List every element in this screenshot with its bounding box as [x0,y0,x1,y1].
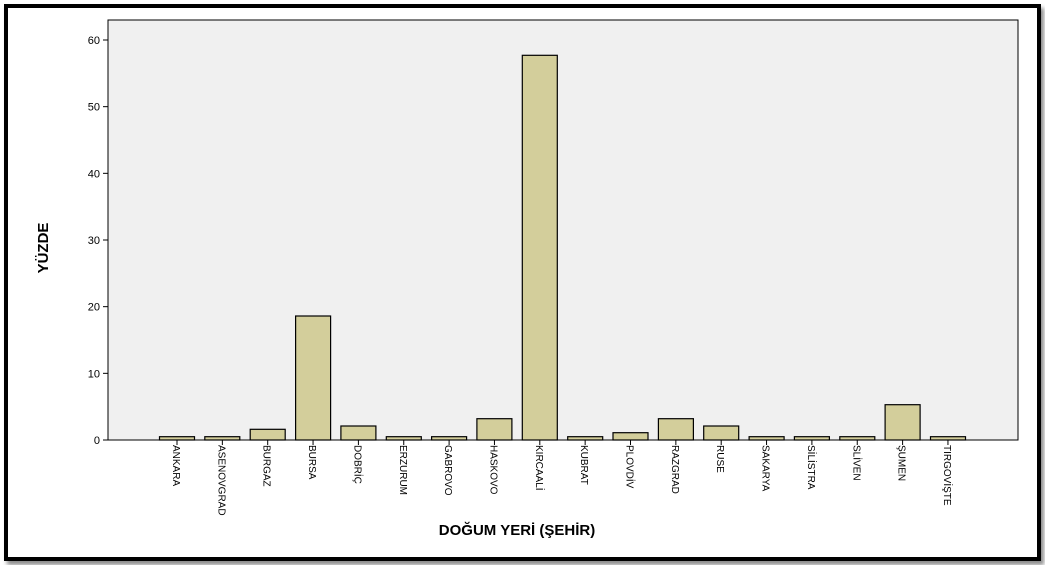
y-tick-label: 0 [94,435,100,447]
x-tick-label: ERZURUM [397,445,408,495]
y-axis-title: YÜZDE [35,223,52,274]
x-tick-label: ASENOVGRAD [215,445,226,516]
y-tick-label: 10 [88,368,100,380]
bar-burgaz [249,428,286,441]
x-tick-label: BURSA [306,445,317,480]
bar-ankara [158,436,196,441]
x-tick-label: GABROVO [442,445,453,496]
x-tick-label: KIRCAALİ [533,445,546,491]
x-tick-label: TIRGOVİŞTE [941,445,954,506]
bar-bursa [295,315,332,441]
x-tick-label: KUBRAT [578,445,589,485]
x-tick-label: PLOVDİV [624,445,637,489]
bar-ruse [703,425,740,441]
x-axis: ANKARA ASENOVGRAD BURGAZ BURSA DOBRİÇ ERZURUM… [170,440,954,516]
bar-erzurum [385,436,422,441]
x-tick-label: ANKARA [170,445,181,486]
y-tick-label: 60 [88,35,100,47]
bar-dobri̇ç [340,425,377,441]
y-axis: 0 10 20 30 40 50 60 [88,35,108,447]
bar-asenovgrad [204,436,241,441]
x-tick-label: SLİVEN [850,445,863,481]
bar-gabrovo [431,436,468,441]
bar-kircaali̇ [521,54,558,441]
bar-razgrad [657,418,695,441]
x-tick-label: HASKOVO [487,445,498,495]
x-axis-title: DOĞUM YERİ (ŞEHİR) [439,521,595,539]
bar-kubrat [567,436,604,441]
x-tick-label: RUSE [714,445,725,473]
y-tick-label: 50 [88,102,100,114]
plot-area [107,19,1019,441]
x-tick-label: SİLİSTRA [805,445,818,490]
x-tick-label: DOBRİÇ [351,445,364,484]
x-tick-label: BURGAZ [261,445,272,487]
bar-haskovo [476,418,513,441]
y-tick-label: 40 [88,168,100,180]
bar-sakarya [748,436,785,441]
bar-si̇li̇stra [793,436,831,441]
y-tick-label: 20 [88,302,100,314]
bar-sli̇ven [839,436,876,441]
y-tick-label: 30 [88,235,100,247]
x-tick-label: ŞUMEN [896,445,907,481]
x-tick-label: RAZGRAD [669,445,680,494]
x-tick-label: SAKARYA [760,445,771,492]
bar-şumen [884,404,921,441]
bar-plovdi̇v [612,432,649,441]
bar-tirgovi̇şte [929,436,967,441]
